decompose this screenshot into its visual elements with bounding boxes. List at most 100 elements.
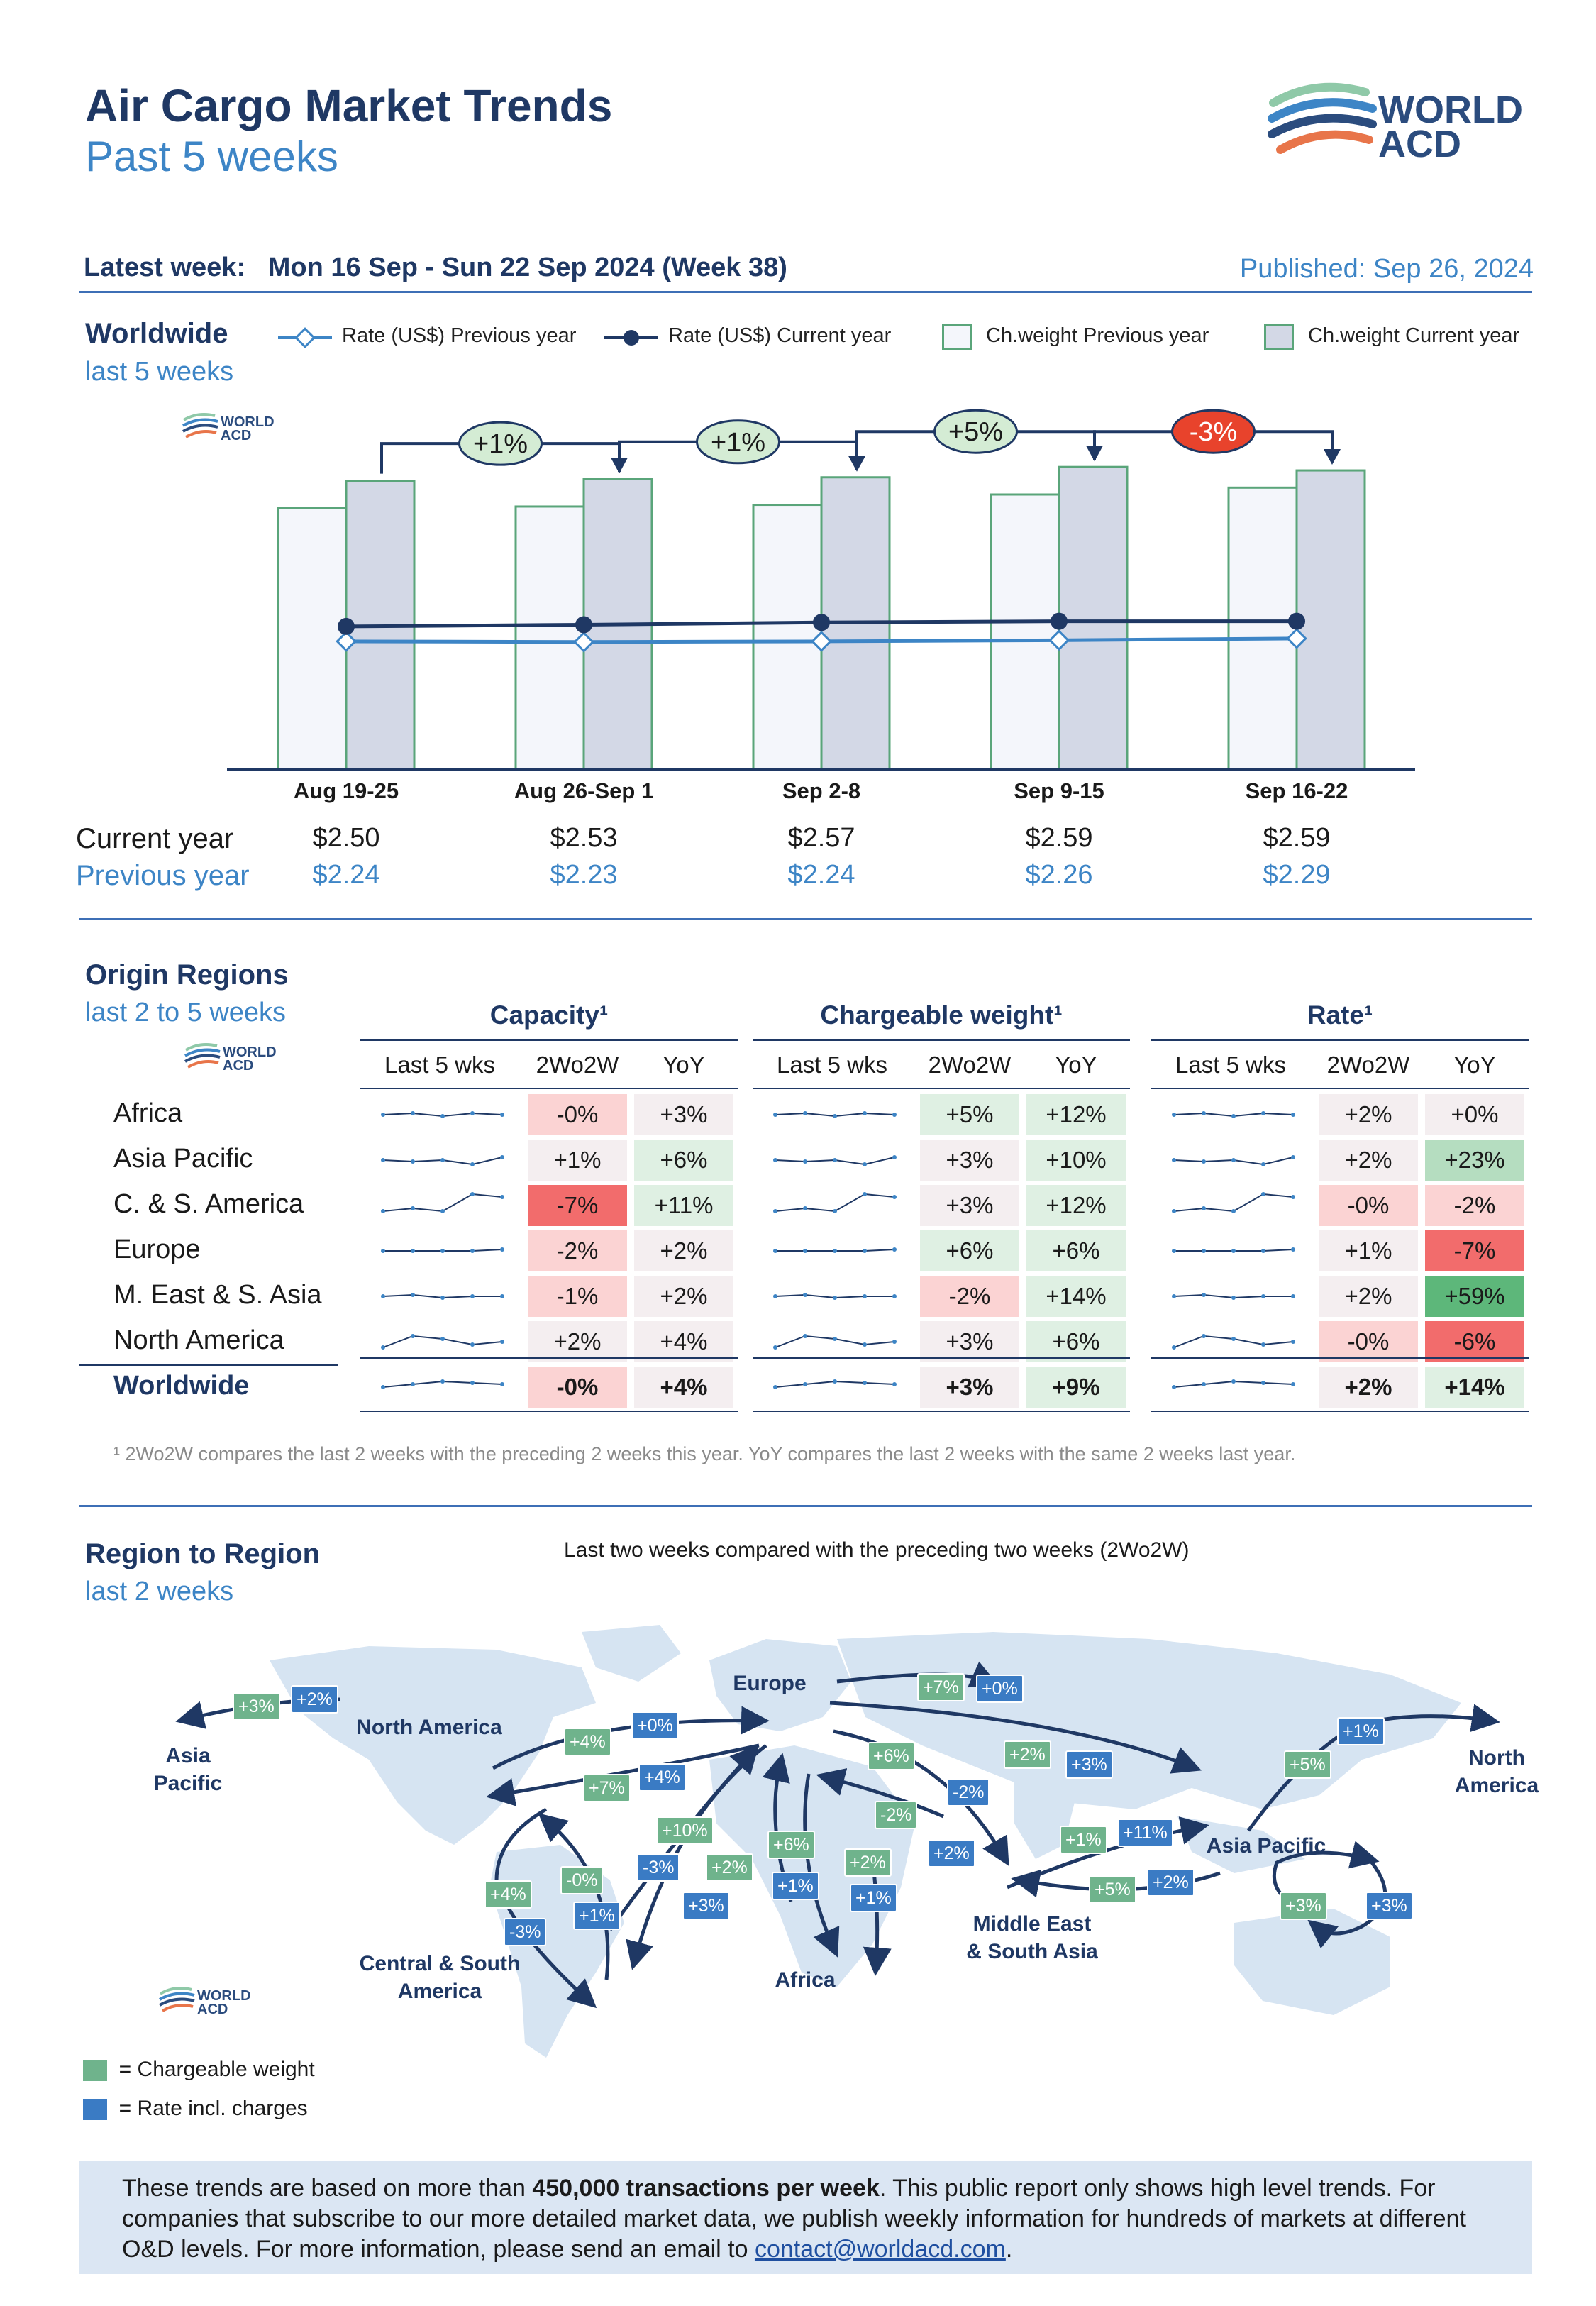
sparkline-point (440, 1296, 445, 1300)
sparkline-point (803, 1249, 807, 1253)
sparkline-point (1231, 1337, 1236, 1341)
sparkline-point (1202, 1334, 1206, 1338)
total-divider (753, 1357, 1130, 1359)
r2r-caption: Last two weeks compared with the precedi… (564, 1538, 1190, 1562)
sparkline-point (892, 1113, 897, 1117)
cw-change-tag: +7% (583, 1774, 631, 1802)
cell-yoy: +2% (634, 1230, 733, 1271)
sparkline-point (863, 1192, 867, 1196)
region-name: C. & S. America (113, 1189, 304, 1219)
contact-email-link[interactable]: contact@worldacd.com (754, 2236, 1006, 2263)
arrow-na-eu (492, 1706, 770, 1770)
rate-change-tag: -3% (504, 1918, 547, 1946)
sparkline-point (773, 1249, 777, 1253)
rate-current-value: $2.59 (1263, 823, 1331, 853)
r2r-title: Region to Region (85, 1538, 321, 1569)
x-tick-label: Aug 26-Sep 1 (514, 778, 653, 803)
previous-year-label: Previous year (76, 860, 250, 891)
rate-change-tag: +1% (772, 1872, 819, 1900)
sparkline-point (863, 1294, 867, 1298)
point-rate-prev (1048, 629, 1070, 651)
sparkline (381, 1111, 504, 1118)
sparkline-point (381, 1345, 385, 1350)
sparkline-point (892, 1294, 897, 1298)
legend-rate-charges: = Rate incl. charges (83, 2097, 308, 2121)
sparkline-point (892, 1382, 897, 1386)
header-underline (1151, 1088, 1529, 1089)
worldwide-chart: Aug 19-25 Aug 26-Sep 1 Sep 2-8 Sep 9-15 Sep … (227, 409, 1415, 803)
map-label-north-america: North America (356, 1716, 502, 1739)
sparkline-point (803, 1159, 807, 1164)
sparkline-point (440, 1249, 445, 1253)
sparkline (381, 1192, 504, 1213)
logo-swoosh-icon (1268, 82, 1377, 154)
sparkline-point (500, 1294, 504, 1298)
logo-text-world: WORLD (1378, 89, 1523, 131)
arrow-eu-ap (829, 1701, 1202, 1774)
map-label-asia-pacific: Asia Pacific (1206, 1834, 1326, 1858)
legend-cw-cur: Ch.weight Current year (1308, 324, 1520, 347)
sparkline (381, 1293, 504, 1300)
change-badge-label: +1% (711, 428, 765, 458)
sparkline-point (892, 1247, 897, 1252)
cw-change-tag: -0% (560, 1866, 604, 1894)
sparkline-point (863, 1111, 867, 1115)
sparkline-point (1172, 1158, 1176, 1162)
cell-yoy: +9% (1026, 1367, 1126, 1408)
rate-change-tag: +11% (1117, 1819, 1173, 1847)
arrow-csa-na (538, 1813, 610, 1980)
map-label-central-south-america: Central & South America (359, 1952, 521, 2003)
latest-week-value: Mon 16 Sep - Sun 22 Sep 2024 (Week 38) (267, 253, 787, 282)
map-label-europe: Europe (733, 1672, 807, 1695)
rate-change-tag: +2% (291, 1685, 338, 1714)
legend-cw-prev-swatch (942, 324, 972, 350)
table-bottom-line (753, 1411, 1130, 1412)
sparkline-point (803, 1382, 807, 1386)
sparkline (1172, 1192, 1295, 1213)
sparkline-point (803, 1111, 807, 1115)
worldwide-title: Worldwide (85, 318, 228, 349)
sparkline-point (892, 1340, 897, 1344)
col-header-yoy: YoY (663, 1052, 705, 1078)
group-underline (1151, 1039, 1529, 1041)
sparkline-point (411, 1159, 415, 1164)
point-rate-cur (813, 614, 830, 631)
sparkline-point (1261, 1111, 1265, 1115)
sparkline-point (1202, 1111, 1206, 1115)
cell-yoy: +3% (634, 1094, 733, 1135)
cell-yoy: -2% (1425, 1185, 1524, 1226)
cell-yoy: +10% (1026, 1140, 1126, 1181)
total-divider (79, 1364, 338, 1366)
cell-yoy: +0% (1425, 1094, 1524, 1135)
sparkline-point (1202, 1206, 1206, 1210)
rate-change-tag: +1% (1337, 1717, 1385, 1745)
sparkline-point (470, 1249, 475, 1253)
africa-shape (709, 1745, 915, 1987)
legend-rate-prev-icon (278, 327, 332, 348)
sparkline-point (1202, 1293, 1206, 1297)
logo-text-world: WORLD (197, 1988, 251, 2004)
sparkline-point (833, 1249, 837, 1253)
cell-yoy: +6% (634, 1140, 733, 1181)
sparkline-point (1291, 1155, 1295, 1159)
region-name: Europe (113, 1235, 201, 1264)
col-header-2wo2w: 2Wo2W (928, 1052, 1012, 1078)
bar-cw-cur (1295, 469, 1366, 771)
arrow-eu-af (803, 1773, 840, 1958)
sparkline-point (1261, 1249, 1265, 1253)
sparkline-point (500, 1113, 504, 1117)
legend-cw-text: = Chargeable weight (118, 2058, 315, 2081)
cell-yoy: +12% (1026, 1185, 1126, 1226)
page-subtitle: Past 5 weeks (85, 133, 338, 180)
cell-yoy: +11% (634, 1185, 733, 1226)
sparkline-point (1172, 1249, 1176, 1253)
map-label-africa: Africa (775, 1968, 836, 1992)
cell-2wo2w: +2% (1319, 1276, 1418, 1317)
sparkline-point (411, 1293, 415, 1297)
sparkline-point (470, 1162, 475, 1166)
sparkline-point (1202, 1382, 1206, 1386)
cw-change-tag: +5% (1089, 1875, 1136, 1904)
cell-2wo2w: +3% (920, 1185, 1019, 1226)
cell-2wo2w: -1% (528, 1276, 627, 1317)
sparkline-point (440, 1158, 445, 1162)
